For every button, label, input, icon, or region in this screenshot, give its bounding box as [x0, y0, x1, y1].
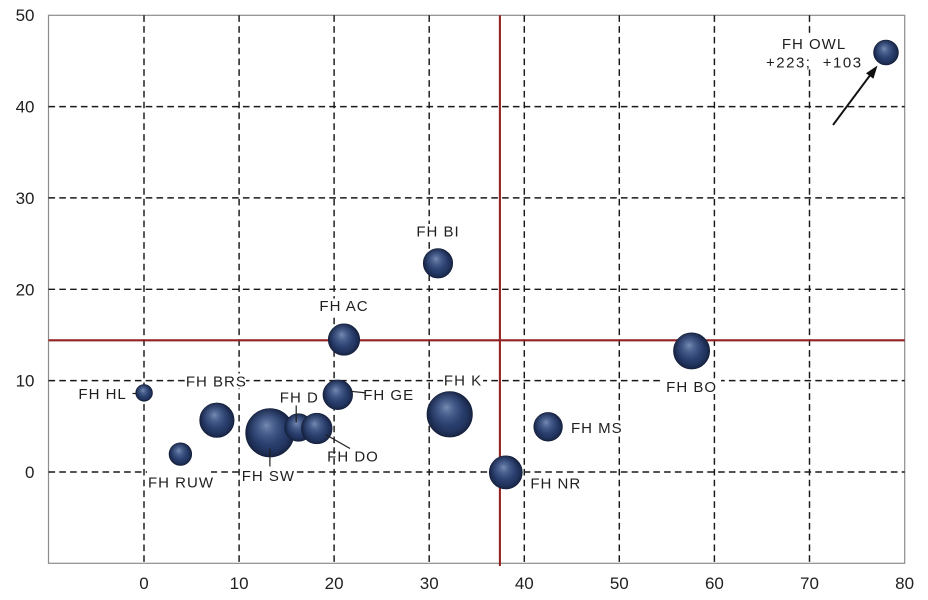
svg-text:80: 80: [895, 574, 914, 593]
svg-text:10: 10: [16, 372, 35, 391]
svg-text:20: 20: [325, 574, 344, 593]
svg-text:FH RUW: FH RUW: [148, 475, 214, 492]
svg-text:60: 60: [705, 574, 724, 593]
svg-text:FH BO: FH BO: [666, 379, 717, 396]
svg-text:0: 0: [25, 463, 34, 482]
svg-text:FH AC: FH AC: [319, 298, 368, 315]
svg-text:10: 10: [230, 574, 249, 593]
svg-text:70: 70: [800, 574, 819, 593]
svg-text:40: 40: [515, 574, 534, 593]
svg-text:20: 20: [16, 280, 35, 299]
svg-text:0: 0: [139, 574, 148, 593]
svg-text:FH BI: FH BI: [416, 224, 459, 241]
svg-text:50: 50: [610, 574, 629, 593]
svg-text:FH SW: FH SW: [242, 468, 295, 485]
svg-text:50: 50: [16, 6, 35, 25]
svg-text:FH D: FH D: [280, 390, 319, 407]
svg-text:FH OWL: FH OWL: [782, 36, 846, 53]
svg-text:+223; +103: +223; +103: [766, 54, 863, 71]
svg-text:FH NR: FH NR: [530, 476, 581, 493]
svg-text:FH K: FH K: [444, 373, 482, 390]
svg-text:30: 30: [420, 574, 439, 593]
svg-text:FH GE: FH GE: [363, 387, 414, 404]
svg-text:FH DO: FH DO: [327, 448, 379, 465]
svg-text:30: 30: [16, 189, 35, 208]
svg-text:FH HL: FH HL: [78, 386, 126, 403]
svg-text:40: 40: [16, 98, 35, 117]
svg-text:FH BRS: FH BRS: [186, 373, 247, 390]
svg-text:FH MS: FH MS: [571, 420, 623, 437]
